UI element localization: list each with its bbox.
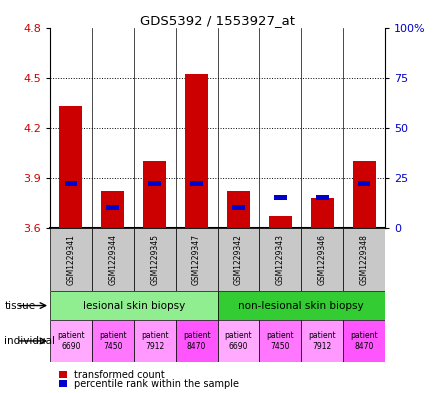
- Text: patient
8470: patient 8470: [349, 331, 377, 351]
- Bar: [59, 106, 82, 228]
- Text: patient
7450: patient 7450: [99, 331, 126, 351]
- Bar: [134, 228, 175, 291]
- Bar: [310, 198, 333, 228]
- Bar: [134, 320, 175, 362]
- Bar: [101, 191, 124, 228]
- Bar: [342, 320, 384, 362]
- Bar: [342, 228, 384, 291]
- Text: GSM1229346: GSM1229346: [317, 234, 326, 285]
- Bar: [92, 320, 134, 362]
- Bar: [232, 206, 244, 210]
- Bar: [175, 228, 217, 291]
- Text: GDS5392 / 1553927_at: GDS5392 / 1553927_at: [140, 14, 294, 27]
- Bar: [217, 228, 259, 291]
- Text: patient
8470: patient 8470: [182, 331, 210, 351]
- Bar: [259, 320, 300, 362]
- Bar: [273, 195, 286, 200]
- Text: individual: individual: [4, 336, 55, 346]
- Bar: [352, 161, 375, 228]
- Bar: [106, 206, 119, 210]
- Text: percentile rank within the sample: percentile rank within the sample: [74, 378, 238, 389]
- Bar: [227, 191, 250, 228]
- Bar: [259, 228, 300, 291]
- Bar: [175, 320, 217, 362]
- Bar: [92, 228, 134, 291]
- Text: tissue: tissue: [4, 301, 36, 310]
- Bar: [50, 228, 92, 291]
- Bar: [143, 161, 166, 228]
- Bar: [50, 320, 92, 362]
- Text: GSM1229348: GSM1229348: [359, 234, 368, 285]
- Text: GSM1229342: GSM1229342: [233, 234, 242, 285]
- Text: patient
7912: patient 7912: [308, 331, 335, 351]
- Bar: [268, 216, 291, 228]
- Bar: [300, 320, 342, 362]
- Text: GSM1229341: GSM1229341: [66, 234, 75, 285]
- Bar: [184, 74, 207, 228]
- Bar: [148, 181, 161, 186]
- Bar: [300, 228, 342, 291]
- Bar: [190, 181, 202, 186]
- Bar: [357, 181, 369, 186]
- Text: patient
6690: patient 6690: [224, 331, 252, 351]
- Text: GSM1229344: GSM1229344: [108, 234, 117, 285]
- Text: non-lesional skin biopsy: non-lesional skin biopsy: [238, 301, 363, 310]
- Text: patient
7912: patient 7912: [141, 331, 168, 351]
- Bar: [217, 320, 259, 362]
- Text: patient
7450: patient 7450: [266, 331, 293, 351]
- Bar: [315, 195, 328, 200]
- Text: transformed count: transformed count: [74, 369, 164, 380]
- Text: patient
6690: patient 6690: [57, 331, 85, 351]
- Bar: [65, 181, 77, 186]
- Text: GSM1229347: GSM1229347: [192, 234, 201, 285]
- Text: lesional skin biopsy: lesional skin biopsy: [82, 301, 184, 310]
- Text: GSM1229345: GSM1229345: [150, 234, 159, 285]
- Text: GSM1229343: GSM1229343: [275, 234, 284, 285]
- Bar: [50, 291, 217, 320]
- Bar: [217, 291, 384, 320]
